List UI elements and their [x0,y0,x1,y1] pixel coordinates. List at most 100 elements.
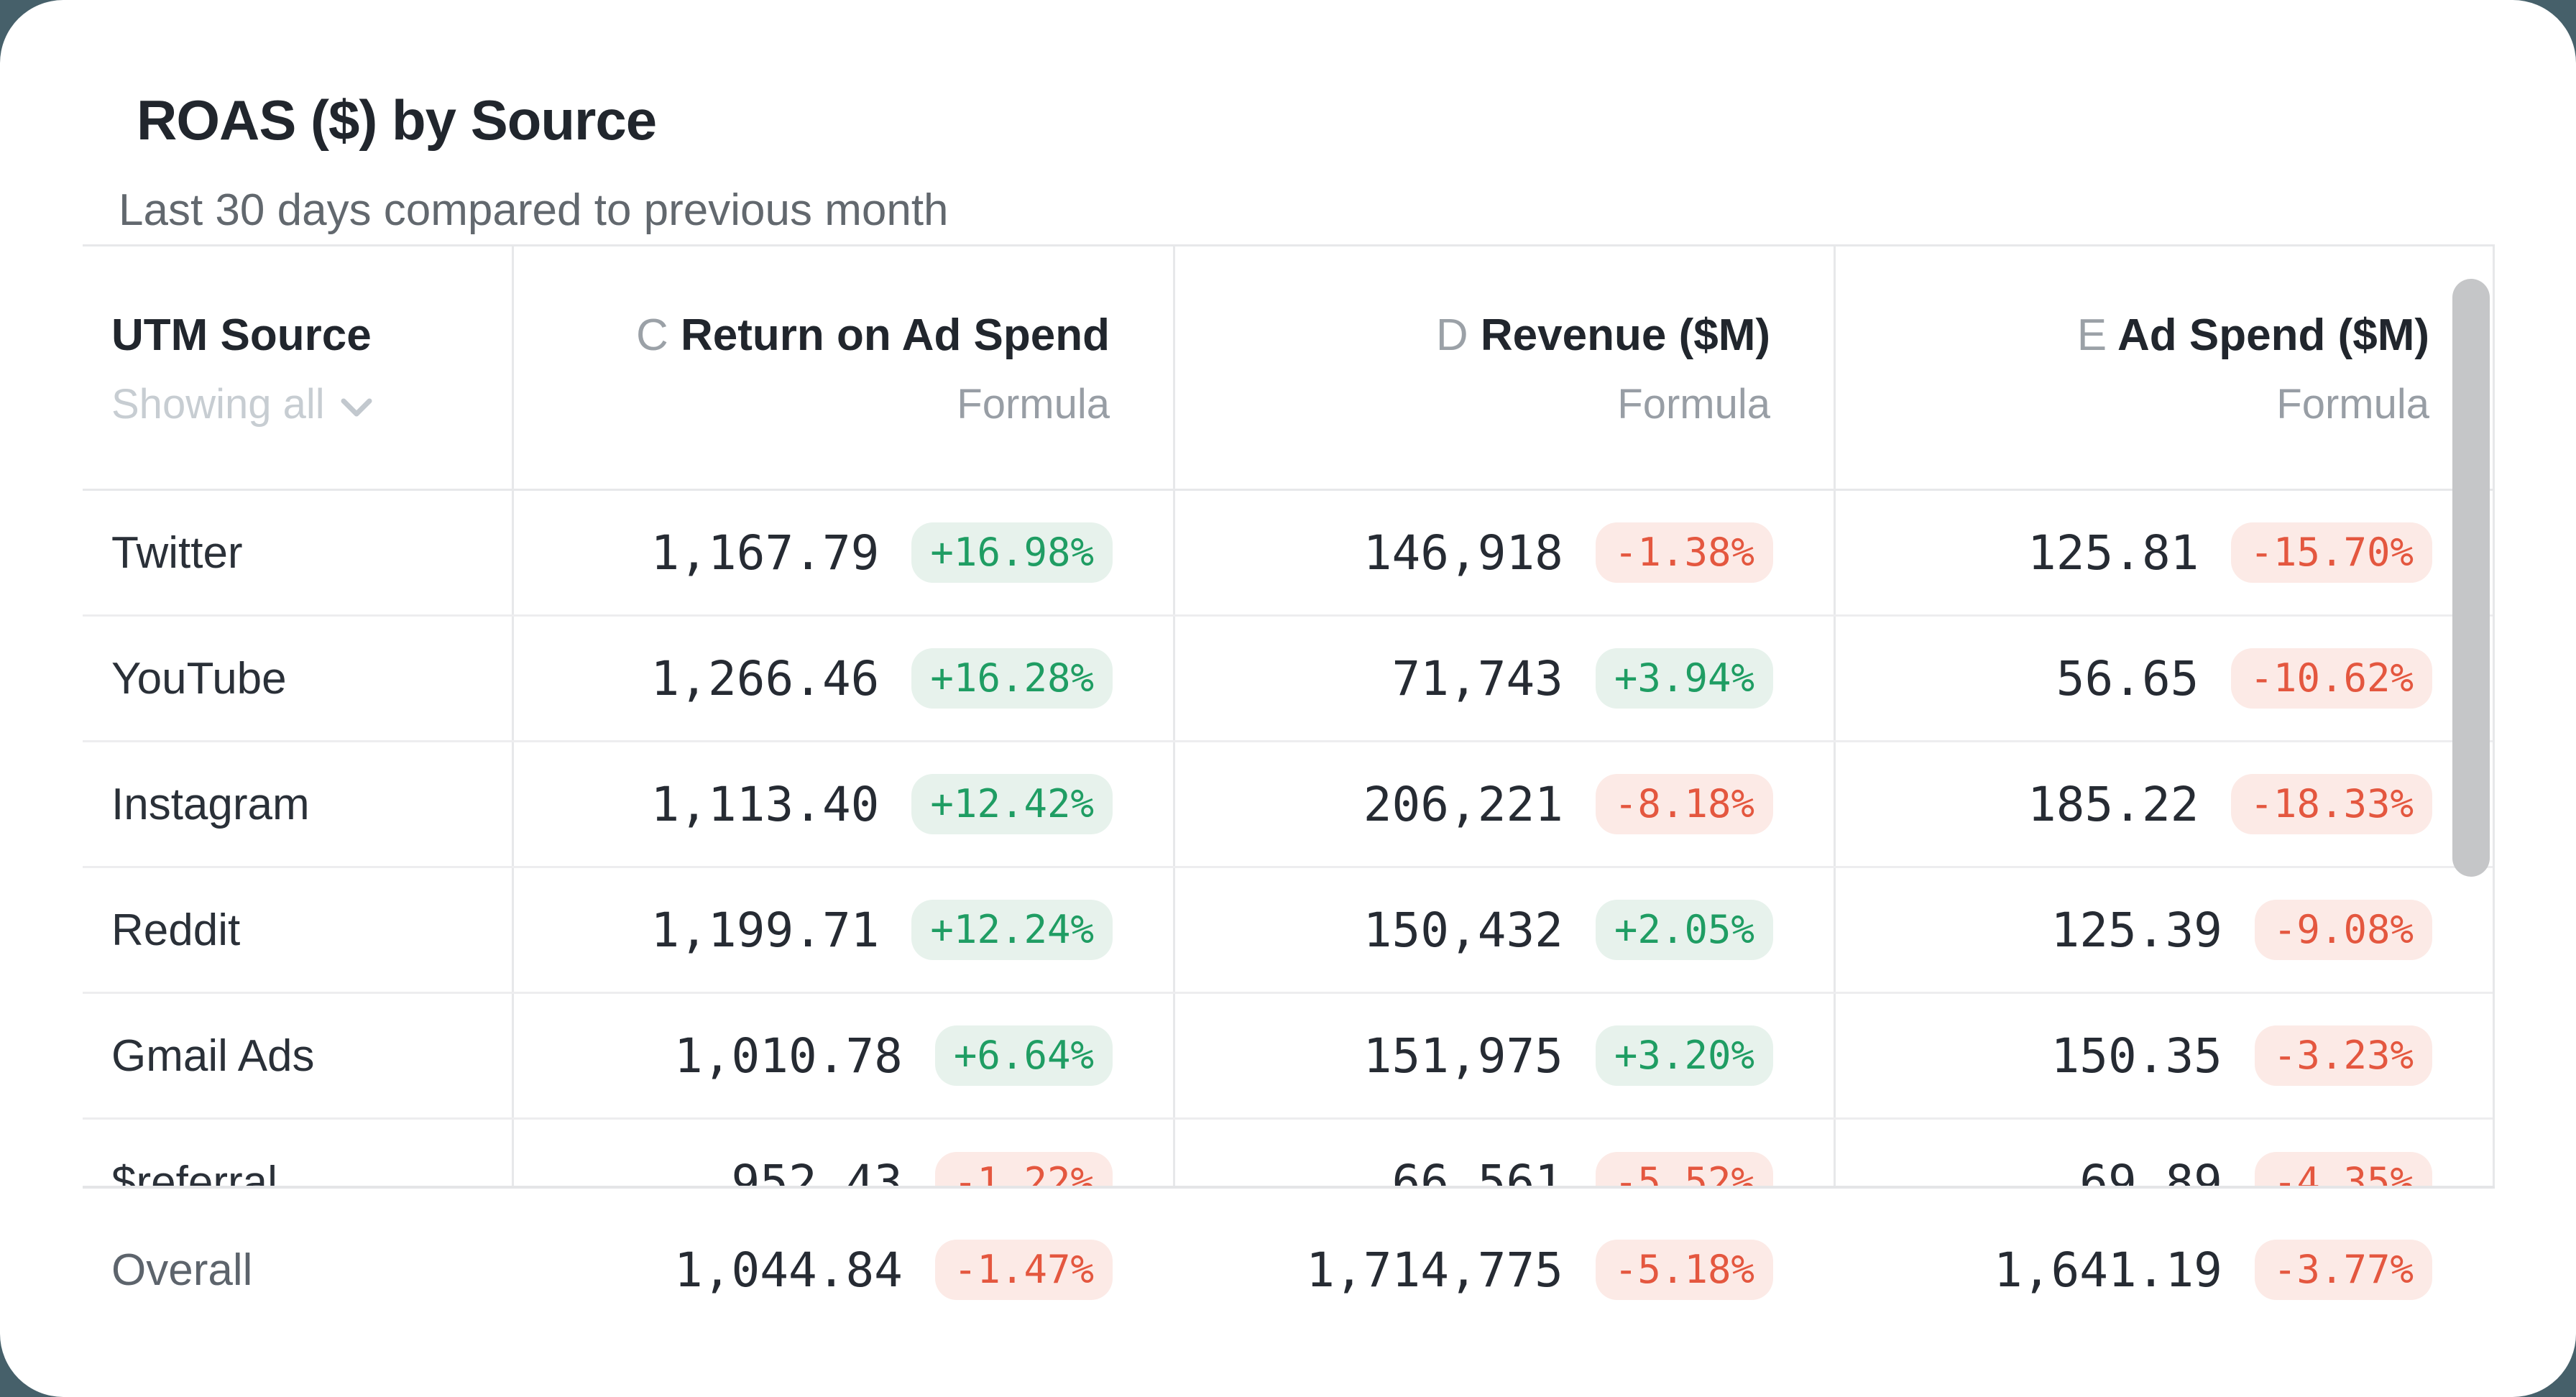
source-label: Instagram [111,779,310,829]
revenue-delta-badge: -1.38% [1595,522,1773,584]
overall-label: Overall [111,1245,253,1295]
adspend-value: 56.65 [2056,650,2199,706]
revenue-value: 206,221 [1363,776,1563,832]
overall-revenue-cell: 1,714,775 -5.18% [1173,1239,1834,1301]
roas-value: 1,266.46 [650,650,880,706]
table-row: Twitter 1,167.79 +16.98% 146,918 -1.38% … [83,491,2493,617]
adspend-formula-label: Formula [2276,381,2429,428]
column-header-utm-source: UTM Source Showing all [83,246,512,489]
revenue-value: 151,975 [1363,1028,1563,1084]
overall-adspend-value: 1,641.19 [1994,1242,2222,1298]
revenue-value: 150,432 [1363,902,1563,958]
adspend-delta-badge: -4.35% [2254,1152,2432,1186]
roas-delta-badge: +12.42% [911,773,1113,835]
column-header-revenue: D Revenue ($M) Formula [1173,246,1834,489]
adspend-value: 125.81 [2028,525,2199,581]
roas-cell: 1,266.46 +16.28% [512,617,1173,740]
revenue-cell: 146,918 -1.38% [1173,491,1834,614]
revenue-value: 66,561 [1392,1155,1563,1186]
roas-value: 1,199.71 [650,902,880,958]
table-row: Reddit 1,199.71 +12.24% 150,432 +2.05% 1… [83,868,2493,994]
adspend-header-label: Ad Spend ($M) [2117,310,2429,360]
table-row: $referral 952.43 -1.22% 66,561 -5.52% 69… [83,1120,2493,1186]
adspend-delta-badge: -9.08% [2254,899,2432,961]
source-label: YouTube [111,653,287,704]
revenue-delta-badge: +3.20% [1595,1025,1773,1087]
card-subtitle: Last 30 days compared to previous month [119,185,949,235]
adspend-delta-badge: -15.70% [2231,522,2432,584]
overall-adspend-delta-badge: -3.77% [2254,1239,2432,1301]
roas-delta-badge: +12.24% [911,899,1113,961]
overall-row: Overall 1,044.84 -1.47% 1,714,775 -5.18%… [83,1186,2495,1351]
source-label: Twitter [111,527,243,578]
adspend-delta-badge: -3.23% [2254,1025,2432,1087]
adspend-delta-badge: -10.62% [2231,647,2432,709]
adspend-cell: 150.35 -3.23% [1834,994,2493,1117]
revenue-value: 146,918 [1363,525,1563,581]
revenue-value: 71,743 [1392,650,1563,706]
source-label: $referral [111,1158,277,1186]
column-letter-e: E [2076,310,2107,360]
roas-cell: 952.43 -1.22% [512,1120,1173,1186]
source-filter-label: Showing all [111,381,325,428]
chevron-down-icon [341,398,372,417]
overall-revenue-value: 1,714,775 [1306,1242,1563,1298]
column-header-adspend: E Ad Spend ($M) Formula [1834,246,2493,489]
adspend-value: 125.39 [2051,902,2222,958]
roas-delta-badge: +16.98% [911,522,1113,584]
adspend-cell: 185.22 -18.33% [1834,742,2493,866]
roas-header-label: Return on Ad Spend [681,310,1110,360]
revenue-cell: 66,561 -5.52% [1173,1120,1834,1186]
adspend-value: 185.22 [2028,776,2199,832]
source-filter-dropdown[interactable]: Showing all [111,381,512,429]
roas-value: 1,167.79 [650,525,880,581]
source-label: Gmail Ads [111,1031,315,1081]
vertical-scrollbar-thumb[interactable] [2452,279,2490,877]
card-title: ROAS ($) by Source [137,88,657,152]
table-row: Instagram 1,113.40 +12.42% 206,221 -8.18… [83,742,2493,868]
roas-value: 1,113.40 [650,776,880,832]
roas-cell: 1,167.79 +16.98% [512,491,1173,614]
column-letter-d: D [1435,310,1468,360]
table-header-row: UTM Source Showing all C Return on Ad Sp… [83,246,2493,491]
revenue-header-label: Revenue ($M) [1480,310,1770,360]
overall-roas-delta-badge: -1.47% [934,1239,1113,1301]
roas-cell: 1,199.71 +12.24% [512,868,1173,992]
adspend-cell: 125.81 -15.70% [1834,491,2493,614]
adspend-cell: 125.39 -9.08% [1834,868,2493,992]
adspend-delta-badge: -18.33% [2231,773,2432,835]
adspend-cell: 69.89 -4.35% [1834,1120,2493,1186]
roas-cell: 1,010.78 +6.64% [512,994,1173,1117]
revenue-cell: 206,221 -8.18% [1173,742,1834,866]
roas-value: 1,010.78 [674,1028,903,1084]
roas-delta-badge: +6.64% [934,1025,1113,1087]
revenue-cell: 71,743 +3.94% [1173,617,1834,740]
overall-roas-value: 1,044.84 [674,1242,903,1298]
source-label: Reddit [111,905,241,955]
adspend-value: 150.35 [2051,1028,2222,1084]
roas-value: 952.43 [731,1155,903,1186]
adspend-value: 69.89 [2079,1155,2222,1186]
revenue-delta-badge: -5.52% [1595,1152,1773,1186]
overall-revenue-delta-badge: -5.18% [1595,1239,1773,1301]
roas-table: UTM Source Showing all C Return on Ad Sp… [83,244,2495,1186]
roas-formula-label: Formula [957,381,1110,428]
utm-source-header-label: UTM Source [111,310,372,360]
revenue-delta-badge: -8.18% [1595,773,1773,835]
roas-delta-badge: -1.22% [934,1152,1113,1186]
revenue-formula-label: Formula [1617,381,1770,428]
roas-delta-badge: +16.28% [911,647,1113,709]
revenue-delta-badge: +3.94% [1595,647,1773,709]
table-row: YouTube 1,266.46 +16.28% 71,743 +3.94% 5… [83,617,2493,742]
revenue-cell: 151,975 +3.20% [1173,994,1834,1117]
overall-roas-cell: 1,044.84 -1.47% [512,1239,1173,1301]
column-header-roas: C Return on Ad Spend Formula [512,246,1173,489]
revenue-cell: 150,432 +2.05% [1173,868,1834,992]
adspend-cell: 56.65 -10.62% [1834,617,2493,740]
overall-adspend-cell: 1,641.19 -3.77% [1834,1239,2493,1301]
revenue-delta-badge: +2.05% [1595,899,1773,961]
roas-cell: 1,113.40 +12.42% [512,742,1173,866]
column-letter-c: C [635,310,668,360]
